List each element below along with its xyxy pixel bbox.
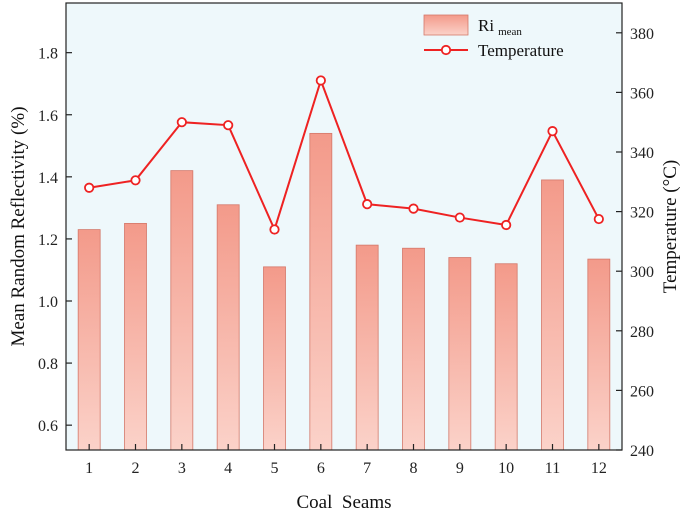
x-tick-label: 8 xyxy=(410,460,418,477)
temperature-point-5 xyxy=(269,224,280,235)
bar-seam-7 xyxy=(355,244,379,451)
bar-seam-6 xyxy=(309,132,333,451)
x-tick-label: 10 xyxy=(498,460,514,477)
x-tick-label: 2 xyxy=(132,460,140,477)
x-tick-label: 11 xyxy=(545,460,560,477)
left-tick-label: 1.4 xyxy=(38,170,58,187)
x-tick-label: 6 xyxy=(317,460,325,477)
temperature-point-11 xyxy=(547,126,558,137)
temperature-point-9 xyxy=(454,212,465,223)
x-tick-label: 7 xyxy=(363,460,371,477)
right-tick-label: 320 xyxy=(630,205,654,222)
bar-seam-4 xyxy=(216,204,240,451)
left-tick-label: 0.8 xyxy=(38,356,58,373)
x-tick-label: 1 xyxy=(85,460,93,477)
right-tick-label: 340 xyxy=(630,145,654,162)
temperature-point-10 xyxy=(501,219,512,231)
left-tick-label: 1.2 xyxy=(38,232,58,249)
bar-seam-12 xyxy=(587,258,611,451)
x-tick-label: 4 xyxy=(224,460,232,477)
legend: Ri mean Temperature xyxy=(423,14,564,60)
temperature-point-6 xyxy=(315,75,326,86)
legend-bar-swatch xyxy=(423,14,469,36)
legend-bar-main: Ri xyxy=(478,16,494,35)
bar-seam-5 xyxy=(263,266,286,451)
bar-seam-8 xyxy=(402,247,425,451)
bar-series xyxy=(77,132,611,451)
right-tick-label: 240 xyxy=(630,443,654,460)
right-tick-label: 380 xyxy=(630,26,654,43)
bar-seam-2 xyxy=(124,222,147,451)
left-tick-label: 1.6 xyxy=(38,108,58,125)
plot-area xyxy=(66,3,622,450)
temperature-point-1 xyxy=(84,182,95,193)
right-axis: 240 260 280 300 320 340 360 380 xyxy=(616,26,654,460)
legend-bar-sub: mean xyxy=(498,26,522,38)
x-tick-label: 9 xyxy=(456,460,464,477)
bar-seam-3 xyxy=(170,170,194,451)
legend-bar-label: Ri mean xyxy=(478,16,522,38)
left-tick-label: 0.6 xyxy=(38,418,58,435)
left-tick-label: 1.0 xyxy=(38,294,58,311)
bar-seam-10 xyxy=(494,263,518,451)
right-tick-label: 300 xyxy=(630,264,654,281)
temperature-point-2 xyxy=(130,175,141,186)
x-tick-label: 12 xyxy=(591,460,607,477)
legend-line-marker xyxy=(440,44,452,56)
x-tick-label: 5 xyxy=(271,460,279,477)
x-tick-label: 3 xyxy=(178,460,186,477)
right-tick-label: 260 xyxy=(630,383,654,400)
temperature-point-8 xyxy=(408,203,419,214)
temperature-point-12 xyxy=(593,213,604,225)
bar-seam-11 xyxy=(541,179,564,451)
right-tick-label: 280 xyxy=(630,324,654,341)
plot-frame xyxy=(65,2,623,451)
left-axis: 0.6 0.8 1.0 1.2 1.4 1.6 1.8 xyxy=(38,46,72,435)
x-axis-title: Coal Seams xyxy=(297,492,392,513)
right-tick-label: 360 xyxy=(630,85,654,102)
y2-axis-title: Temperature (°C) xyxy=(660,160,681,293)
temperature-point-3 xyxy=(176,117,187,128)
temperature-point-4 xyxy=(223,120,234,131)
temperature-line xyxy=(89,77,600,233)
temperature-point-7 xyxy=(362,199,373,210)
temperature-series xyxy=(84,75,604,235)
left-tick-label: 1.8 xyxy=(38,46,58,63)
y-axis-title: Mean Random Reflectivity (%) xyxy=(8,106,29,346)
bar-seam-9 xyxy=(448,257,472,451)
x-axis: 1 2 3 4 5 6 7 8 9 10 11 12 xyxy=(85,444,607,477)
bar-seam-1 xyxy=(77,229,101,451)
legend-line-label: Temperature xyxy=(478,41,564,60)
